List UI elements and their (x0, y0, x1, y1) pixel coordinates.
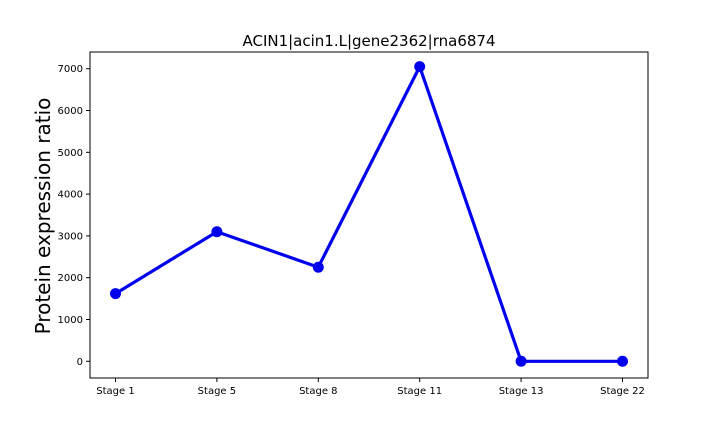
data-point (211, 226, 223, 238)
y-tick-label: 7000 (58, 64, 83, 75)
ticks-layer: 0 1000 2000 3000 4000 5000 6000 7000 Stage 1 Stag… (58, 64, 645, 397)
x-tick-label: Stage 13 (499, 386, 544, 397)
data-point (515, 355, 527, 367)
x-tick-label: Stage 8 (299, 386, 337, 397)
chart-title: ACIN1|acin1.L|gene2362|rna6874 (242, 32, 495, 50)
data-point (312, 261, 324, 273)
y-tick-label: 6000 (58, 106, 83, 117)
plot-frame (89, 51, 649, 379)
y-tick-label: 3000 (58, 231, 83, 242)
x-tick-label: Stage 11 (397, 386, 442, 397)
y-axis-label: Protein expression ratio (31, 98, 55, 335)
data-point (110, 288, 121, 300)
y-tick-label: 2000 (58, 273, 83, 284)
y-tick-label: 0 (77, 357, 83, 368)
data-point (617, 355, 628, 367)
y-tick-label: 5000 (58, 148, 83, 159)
series-layer (110, 61, 628, 367)
series-line (113, 64, 625, 363)
y-tick-label: 4000 (58, 190, 83, 201)
x-tick-label: Stage 5 (198, 386, 236, 397)
x-tick-label: Stage 22 (600, 386, 645, 397)
y-tick-label: 1000 (58, 315, 83, 326)
data-point (414, 61, 426, 73)
x-tick-label: Stage 1 (96, 386, 134, 397)
